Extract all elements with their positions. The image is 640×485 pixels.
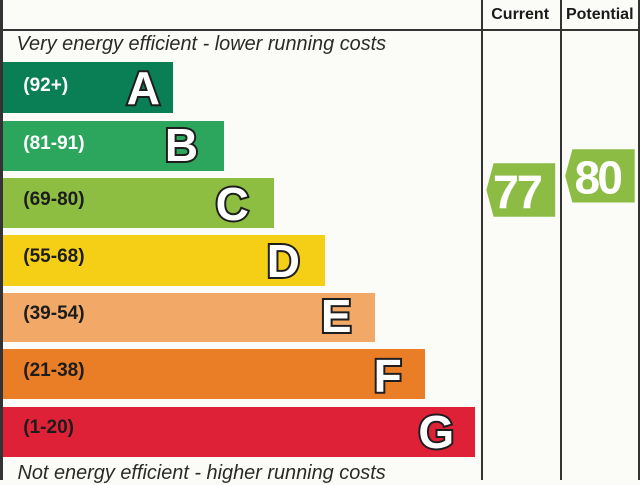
- svg-text:B: B: [165, 119, 198, 171]
- svg-text:A: A: [127, 62, 160, 114]
- svg-text:F: F: [374, 350, 402, 402]
- svg-text:80: 80: [574, 151, 623, 203]
- svg-text:D: D: [267, 235, 300, 287]
- svg-text:G: G: [418, 406, 454, 458]
- svg-text:C: C: [216, 178, 249, 230]
- svg-text:77: 77: [493, 165, 543, 218]
- svg-text:E: E: [321, 290, 352, 342]
